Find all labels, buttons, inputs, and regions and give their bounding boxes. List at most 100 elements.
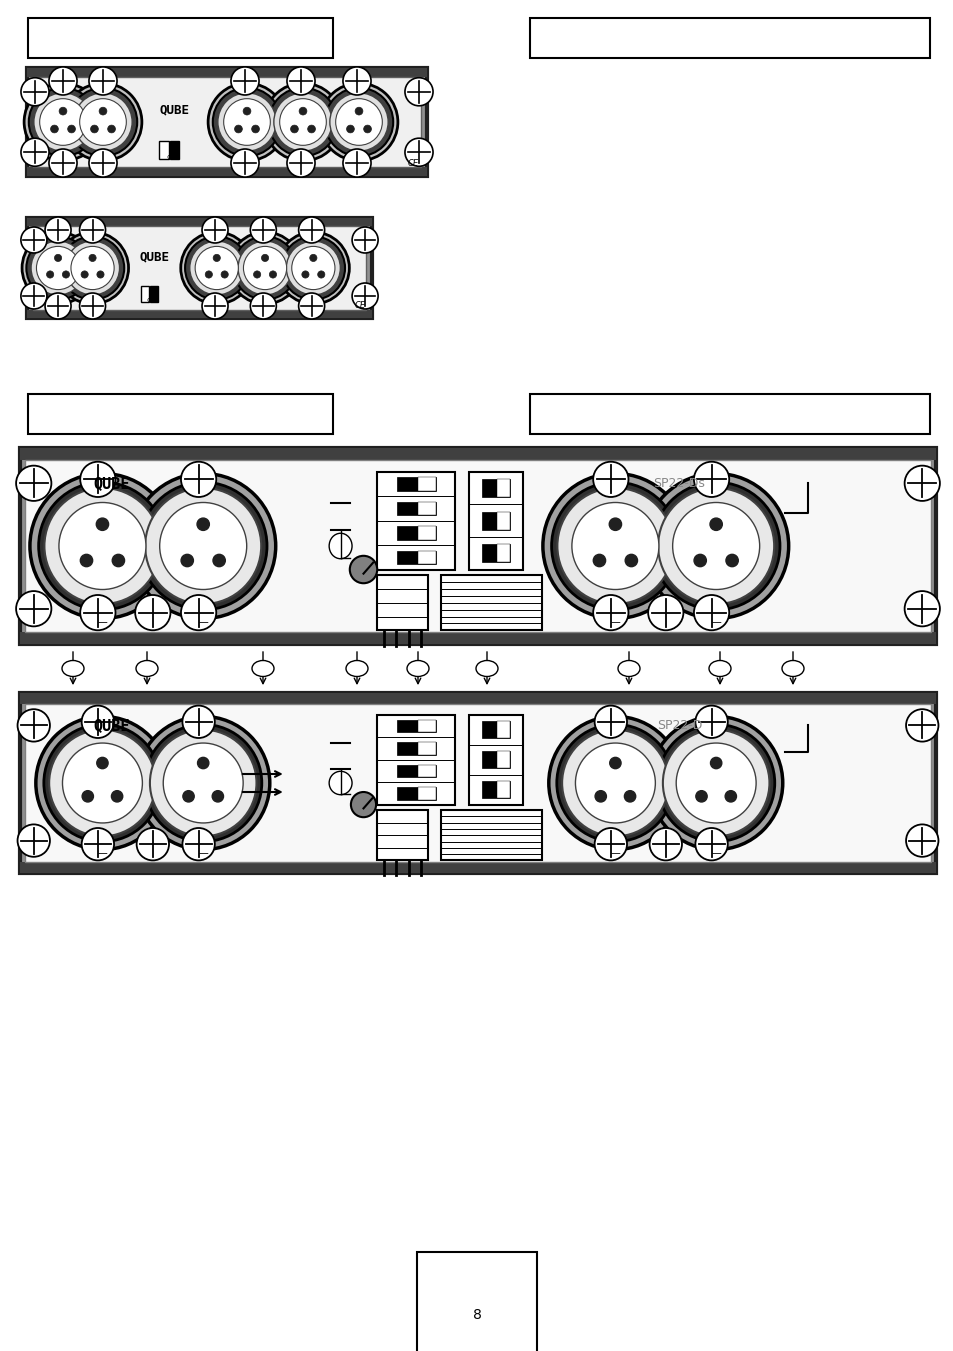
Text: ⊕ ↓: ⊕ ↓	[148, 299, 158, 303]
Bar	[441, 576, 541, 631]
Bar	[396, 720, 436, 732]
Bar	[417, 788, 436, 800]
Circle shape	[662, 730, 769, 836]
Bar	[417, 742, 436, 755]
Circle shape	[342, 149, 371, 177]
Circle shape	[231, 68, 259, 95]
Circle shape	[310, 254, 316, 262]
Bar	[20, 862, 935, 873]
Circle shape	[695, 790, 706, 802]
Circle shape	[351, 792, 375, 817]
Circle shape	[89, 254, 96, 262]
Circle shape	[561, 730, 668, 836]
Circle shape	[557, 488, 673, 604]
Circle shape	[624, 554, 637, 566]
Circle shape	[159, 503, 247, 589]
Circle shape	[44, 724, 161, 842]
Text: —: —	[198, 617, 208, 627]
Bar	[25, 459, 930, 632]
Circle shape	[710, 758, 721, 769]
Circle shape	[623, 790, 635, 802]
Circle shape	[49, 68, 77, 95]
Circle shape	[346, 126, 354, 132]
Bar	[396, 477, 436, 490]
Circle shape	[709, 517, 721, 531]
Bar	[159, 142, 169, 158]
Circle shape	[233, 236, 296, 300]
Text: SP22-Ds: SP22-Ds	[653, 477, 704, 490]
Circle shape	[250, 293, 276, 319]
Bar	[28, 18, 333, 58]
Bar	[497, 512, 509, 530]
Circle shape	[82, 790, 93, 802]
Text: —: —	[198, 848, 208, 858]
Circle shape	[264, 84, 341, 161]
Circle shape	[213, 254, 220, 262]
Circle shape	[150, 730, 256, 836]
Ellipse shape	[346, 661, 368, 677]
Circle shape	[33, 93, 92, 151]
Circle shape	[66, 240, 119, 295]
Circle shape	[571, 503, 659, 589]
Circle shape	[221, 272, 228, 278]
Circle shape	[557, 724, 674, 842]
Circle shape	[695, 828, 727, 861]
Circle shape	[145, 488, 261, 604]
Circle shape	[243, 246, 286, 289]
Circle shape	[185, 236, 248, 300]
Circle shape	[145, 724, 261, 842]
Bar	[482, 544, 509, 562]
Circle shape	[181, 554, 193, 566]
Circle shape	[59, 503, 146, 589]
Bar	[468, 715, 523, 805]
Circle shape	[79, 218, 106, 243]
Circle shape	[287, 68, 314, 95]
Bar	[33, 226, 366, 309]
Bar	[497, 781, 509, 798]
Circle shape	[281, 236, 345, 300]
Ellipse shape	[407, 661, 429, 677]
Circle shape	[649, 716, 782, 850]
Circle shape	[308, 126, 315, 132]
Bar	[376, 576, 427, 631]
Circle shape	[643, 473, 788, 619]
Circle shape	[548, 716, 681, 850]
Circle shape	[320, 84, 397, 161]
Circle shape	[190, 240, 244, 295]
Circle shape	[202, 218, 228, 243]
Circle shape	[96, 758, 108, 769]
Circle shape	[250, 218, 276, 243]
Circle shape	[17, 709, 50, 742]
Ellipse shape	[781, 661, 803, 677]
Bar	[497, 478, 509, 497]
Circle shape	[208, 84, 286, 161]
Circle shape	[89, 149, 117, 177]
Circle shape	[238, 240, 292, 295]
Bar	[396, 765, 436, 777]
Circle shape	[335, 99, 382, 146]
Circle shape	[16, 466, 51, 501]
Circle shape	[243, 107, 251, 115]
Circle shape	[551, 482, 679, 609]
Circle shape	[36, 716, 169, 850]
Circle shape	[274, 93, 332, 151]
Circle shape	[139, 482, 267, 609]
Text: —: —	[711, 617, 720, 627]
Text: 8: 8	[472, 1308, 481, 1323]
Circle shape	[82, 828, 114, 861]
Circle shape	[234, 126, 242, 132]
Ellipse shape	[329, 534, 352, 559]
Circle shape	[197, 517, 209, 531]
Circle shape	[229, 232, 301, 304]
Text: —: —	[97, 848, 107, 858]
Circle shape	[40, 99, 86, 146]
Bar	[376, 811, 427, 861]
Circle shape	[73, 93, 132, 151]
Circle shape	[112, 554, 125, 566]
Bar	[417, 551, 436, 563]
Circle shape	[286, 240, 340, 295]
Bar	[530, 18, 929, 58]
Circle shape	[593, 594, 628, 631]
Bar	[25, 704, 930, 862]
Circle shape	[16, 592, 51, 627]
